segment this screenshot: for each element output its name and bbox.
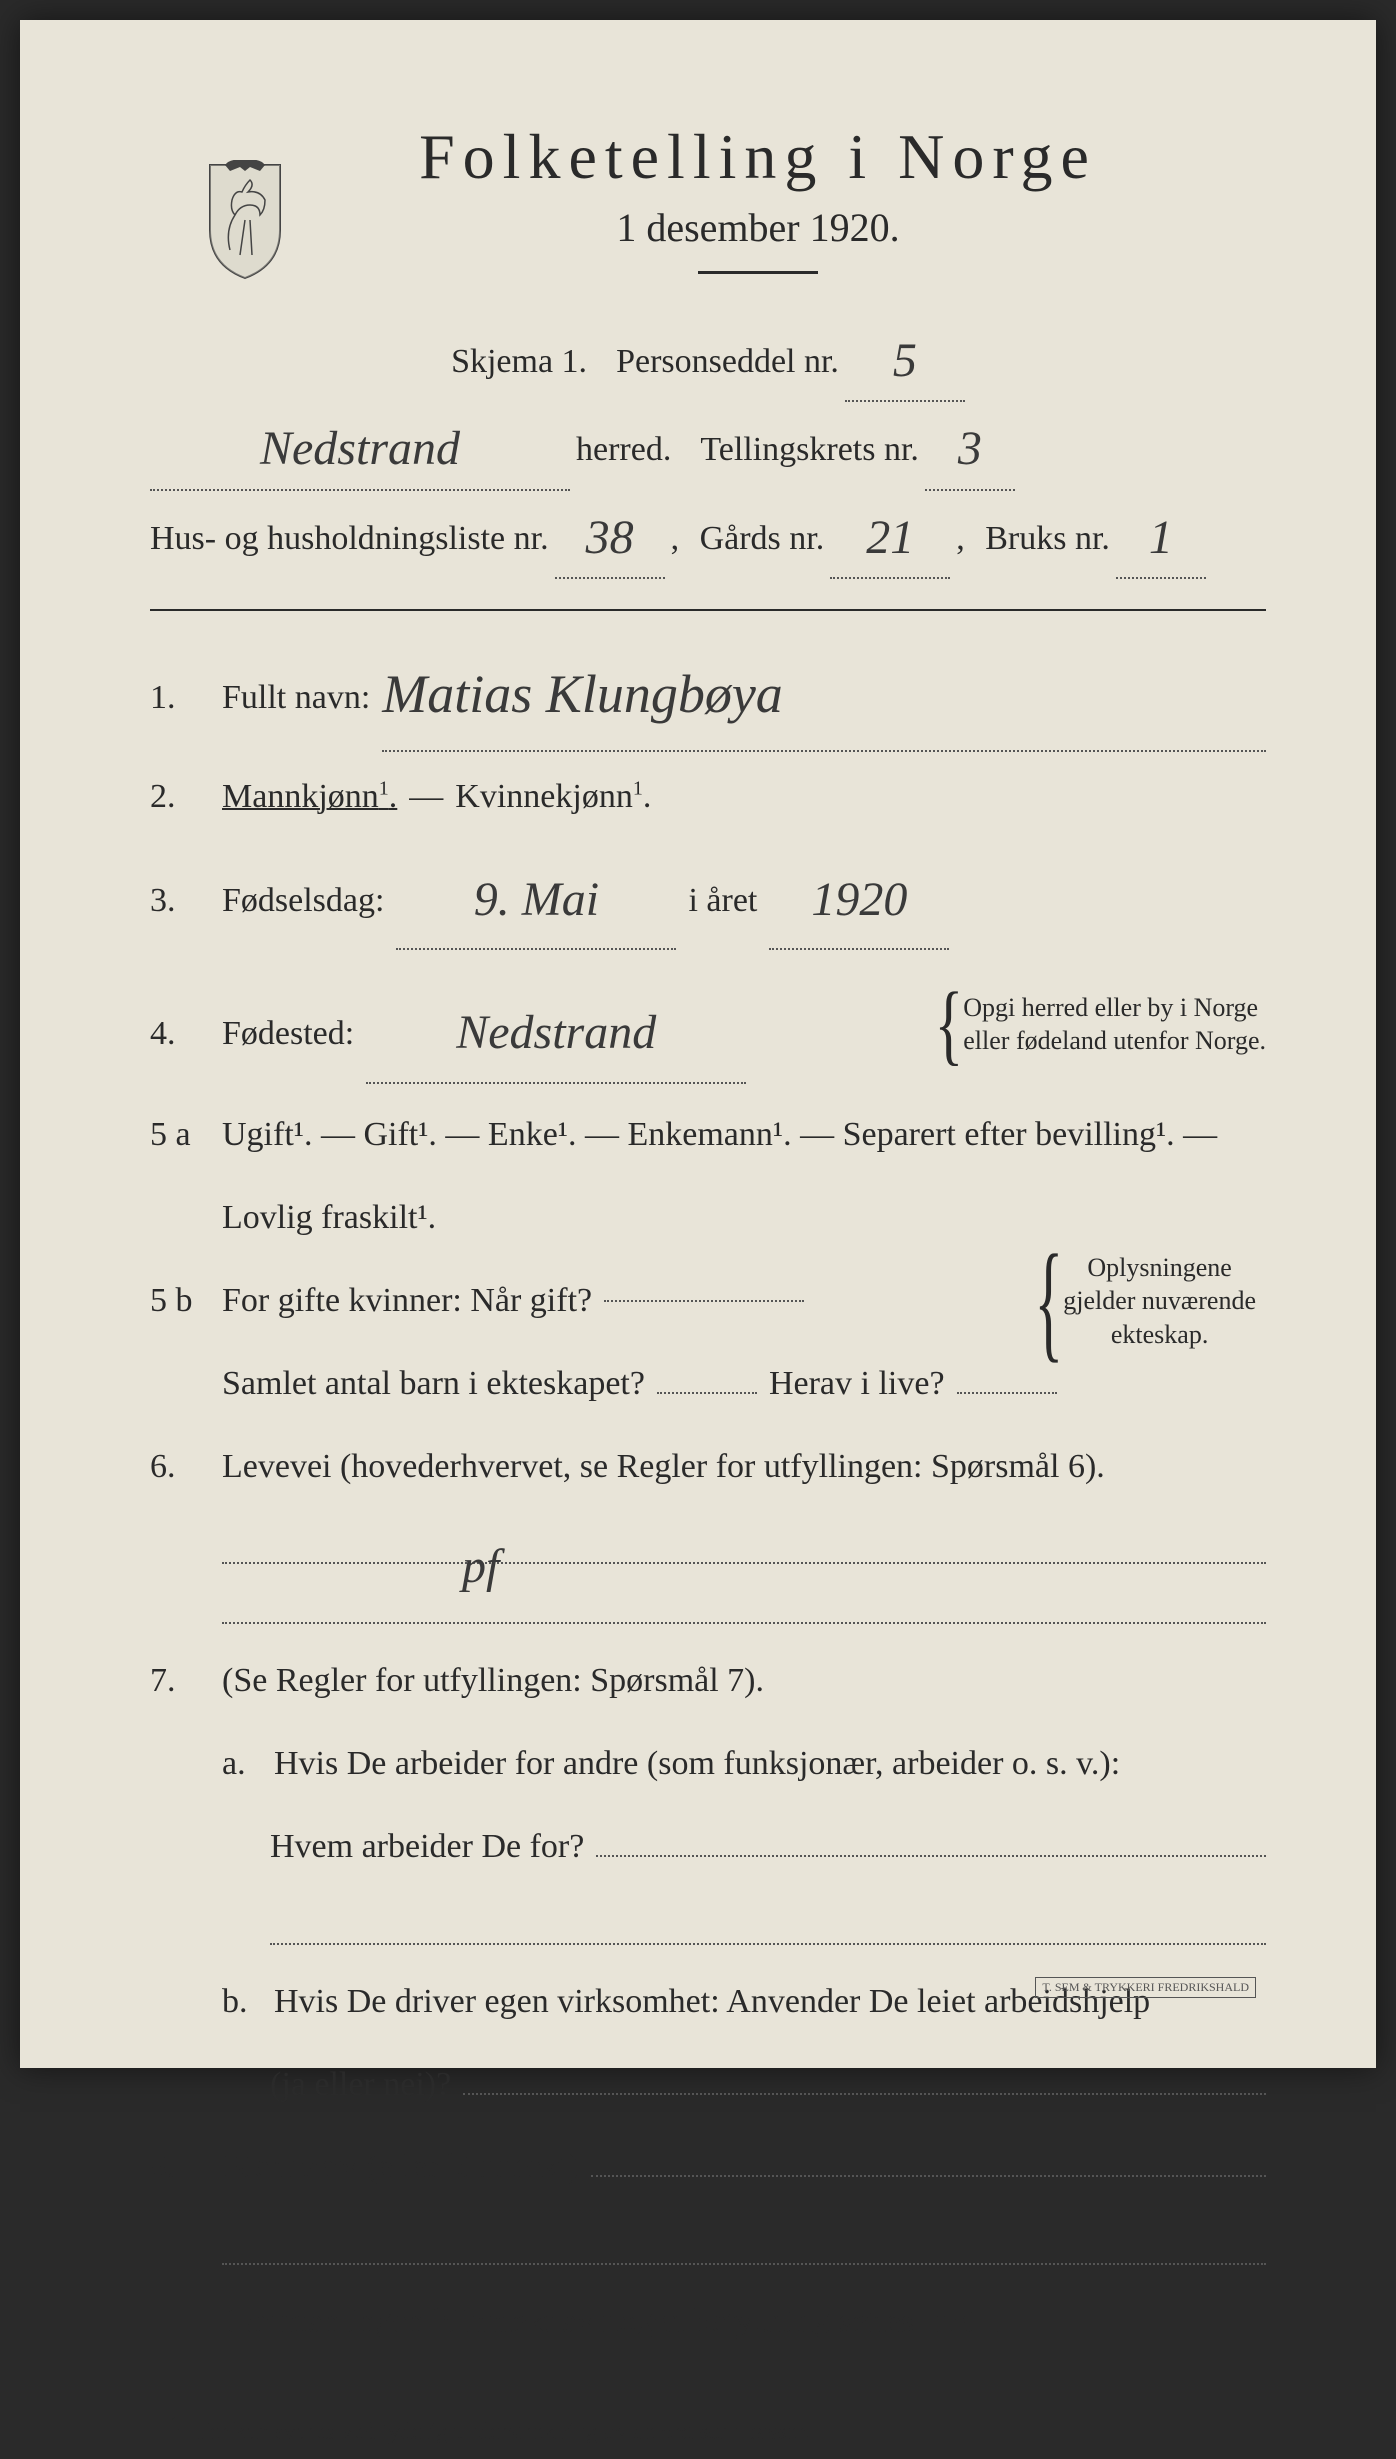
q2-kvinne: Kvinnekjønn1. bbox=[455, 760, 651, 835]
q2-sep: — bbox=[409, 760, 443, 835]
bruks-label: Bruks nr. bbox=[985, 508, 1110, 569]
q5a-num: 5 a bbox=[150, 1098, 210, 1173]
q7a-text2: Hvem arbeider De for? bbox=[270, 1810, 584, 1885]
q6-num: 6. bbox=[150, 1430, 210, 1505]
subtitle: 1 desember 1920. bbox=[250, 204, 1266, 251]
q5b-row1: 5 b For gifte kvinner: Når gift? { Oplys… bbox=[150, 1264, 1266, 1339]
q2-num: 2. bbox=[150, 760, 210, 835]
bottom-note-row: Har man ingen biinntekt av nogen betydni… bbox=[150, 2285, 1266, 2360]
q4-row: 4. Fødested: Nedstrand { Opgi herred ell… bbox=[150, 958, 1266, 1090]
q5b-label3: Herav i live? bbox=[769, 1347, 945, 1422]
husliste-label: Hus- og husholdningsliste nr. bbox=[150, 508, 549, 569]
q5a-options: Ugift¹. — Gift¹. — Enke¹. — Enkemann¹. —… bbox=[222, 1098, 1217, 1173]
gards-label: Gårds nr. bbox=[700, 508, 825, 569]
q3-day: 9. Mai bbox=[474, 873, 599, 926]
q7-num: 7. bbox=[150, 1644, 210, 1719]
q6-line1: pf bbox=[222, 1524, 1266, 1564]
bruks-nr: 1 bbox=[1149, 511, 1173, 564]
q8-label: Bierhverv (eller biinntekt) bbox=[222, 2130, 579, 2205]
q7a-row2: Hvem arbeider De for? bbox=[150, 1810, 1266, 1885]
tellingskrets-nr: 3 bbox=[958, 422, 982, 475]
q5a-row: 5 a Ugift¹. — Gift¹. — Enke¹. — Enkemann… bbox=[150, 1098, 1266, 1173]
q1-row: 1. Fullt navn: Matias Klungbøya bbox=[150, 631, 1266, 752]
q7b-num: b. bbox=[222, 1965, 262, 2040]
tellingskrets-label: Tellingskrets nr. bbox=[700, 419, 919, 480]
q6-line2 bbox=[222, 1584, 1266, 1624]
q5b-num: 5 b bbox=[150, 1264, 210, 1339]
q3-year: 1920 bbox=[811, 873, 907, 926]
herred-label: herred. bbox=[576, 419, 671, 480]
q7a-num: a. bbox=[222, 1727, 262, 1802]
q7a-row1: a. Hvis De arbeider for andre (som funks… bbox=[150, 1727, 1266, 1802]
title-block: Folketelling i Norge 1 desember 1920. bbox=[150, 120, 1266, 274]
q8-row: 8. Bierhverv (eller biinntekt) bbox=[150, 2130, 1266, 2205]
personseddel-nr: 5 bbox=[893, 334, 917, 387]
q5b-label1: For gifte kvinner: Når gift? bbox=[222, 1264, 592, 1339]
q6-row: 6. Levevei (hovederhvervet, se Regler fo… bbox=[150, 1430, 1266, 1505]
header-row-2: Nedstrand herred. Tellingskrets nr. 3 bbox=[150, 402, 1266, 490]
census-form-page: Folketelling i Norge 1 desember 1920. Sk… bbox=[20, 20, 1376, 2068]
personseddel-label: Personseddel nr. bbox=[616, 331, 839, 392]
q2-mann: Mannkjønn1. bbox=[222, 760, 397, 835]
q6-label: Levevei (hovederhvervet, se Regler for u… bbox=[222, 1430, 1105, 1505]
header-row-3: Hus- og husholdningsliste nr. 38, Gårds … bbox=[150, 491, 1266, 579]
q8-num: 8. bbox=[150, 2130, 210, 2205]
q8-line bbox=[222, 2225, 1266, 2265]
q7-label: (Se Regler for utfyllingen: Spørsmål 7). bbox=[222, 1644, 764, 1719]
q2-row: 2. Mannkjønn1. — Kvinnekjønn1. bbox=[150, 760, 1266, 835]
q5a-options2: Lovlig fraskilt¹. bbox=[222, 1181, 436, 1256]
title-rule bbox=[698, 271, 818, 274]
herred-value: Nedstrand bbox=[260, 422, 460, 475]
printer-mark: T. SEM & TRYKKERI FREDRIKSHALD bbox=[1035, 1977, 1256, 1998]
q1-label: Fullt navn: bbox=[222, 661, 370, 736]
q3-year-label: i året bbox=[688, 864, 757, 939]
q1-value: Matias Klungbøya bbox=[382, 664, 783, 724]
footnote-rule: 1 Her kan svares ved tydelig understrekn… bbox=[150, 2390, 1266, 2459]
bottom-note: Har man ingen biinntekt av nogen betydni… bbox=[222, 2285, 1000, 2360]
q5b-note: { Oplysningene gjelder nuværende ekteska… bbox=[1034, 1235, 1256, 1367]
q7a-line bbox=[270, 1905, 1266, 1945]
q7-row: 7. (Se Regler for utfyllingen: Spørsmål … bbox=[150, 1644, 1266, 1719]
q7b-row2: (ja eller nei)? bbox=[150, 2048, 1266, 2123]
header-lines: Skjema 1. Personseddel nr. 5 Nedstrand h… bbox=[150, 314, 1266, 579]
q5b-label2: Samlet antal barn i ekteskapet? bbox=[222, 1347, 645, 1422]
coat-of-arms-icon bbox=[200, 160, 290, 280]
husliste-nr: 38 bbox=[586, 511, 634, 564]
q4-label: Fødested: bbox=[222, 997, 354, 1072]
q3-num: 3. bbox=[150, 864, 210, 939]
footnote: 1 Her kan svares ved tydelig understrekn… bbox=[150, 2402, 1266, 2459]
header-row-1: Skjema 1. Personseddel nr. 5 bbox=[150, 314, 1266, 402]
q1-num: 1. bbox=[150, 661, 210, 736]
q7b-text2: (ja eller nei)? bbox=[270, 2048, 451, 2123]
q3-label: Fødselsdag: bbox=[222, 864, 384, 939]
q7a-text1: Hvis De arbeider for andre (som funksjon… bbox=[274, 1727, 1120, 1802]
q3-row: 3. Fødselsdag: 9. Mai i året 1920 bbox=[150, 843, 1266, 951]
gards-nr: 21 bbox=[866, 511, 914, 564]
skjema-label: Skjema 1. bbox=[451, 331, 587, 392]
main-title: Folketelling i Norge bbox=[250, 120, 1266, 194]
q4-num: 4. bbox=[150, 997, 210, 1072]
q7b-row1: b. Hvis De driver egen virksomhet: Anven… bbox=[150, 1965, 1266, 2040]
q4-value: Nedstrand bbox=[456, 1006, 656, 1059]
form-body: 1. Fullt navn: Matias Klungbøya 2. Mannk… bbox=[150, 609, 1266, 2459]
q4-note: { Opgi herred eller by i Norge eller fød… bbox=[934, 958, 1266, 1090]
q7b-text1: Hvis De driver egen virksomhet: Anvender… bbox=[274, 1965, 1150, 2040]
